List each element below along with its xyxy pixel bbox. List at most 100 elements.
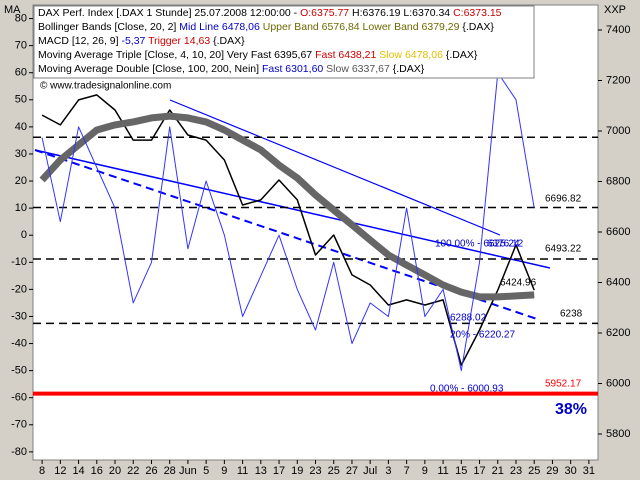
annotation: 20% - 6220.27: [450, 330, 515, 341]
x-tick-label: 15: [455, 465, 467, 477]
annotation: 6493.22: [545, 244, 582, 255]
x-tick-label: 26: [145, 465, 157, 477]
legend-text: Slow 6478,06: [376, 49, 443, 61]
y2-tick-label: -80: [11, 446, 27, 458]
annotation: 6288.02: [450, 313, 487, 324]
y-tick-label: 7400: [606, 24, 630, 36]
x-tick-label: 17: [473, 465, 485, 477]
trendline: [34, 149, 551, 269]
legend-text: {.DAX}: [443, 49, 478, 61]
y2-tick-label: -70: [11, 419, 27, 431]
legend: DAX Perf. Index [.DAX 1 Stunde] 25.07.20…: [33, 5, 535, 79]
x-tick-label: 9: [221, 465, 227, 477]
y-tick-label: 6400: [606, 276, 630, 288]
x-tick-label: 13: [255, 465, 267, 477]
y-tick-label: 7000: [606, 125, 630, 137]
legend-entry: MACD [12, 26, 9] -5,37 Trigger 14,63 {.D…: [38, 35, 245, 47]
y-tick-label: 6200: [606, 327, 630, 339]
right-axis-label: XXP: [604, 4, 626, 16]
x-tick-label: 14: [72, 465, 84, 477]
legend-text: Fast 6438,21: [315, 49, 376, 61]
x-tick-label: 21: [492, 465, 504, 477]
x-tick-label: 11: [437, 465, 448, 477]
y2-tick-label: 10: [15, 202, 27, 214]
trendline: [169, 99, 501, 236]
annotation: 6238: [560, 309, 583, 320]
x-tick-label: 31: [583, 465, 595, 477]
legend-text: Trigger 14,63: [145, 35, 210, 47]
y-tick-label: 6600: [606, 226, 630, 238]
y2-tick-label: 30: [15, 148, 27, 160]
x-tick-label: 29: [546, 465, 558, 477]
x-tick-label: 20: [109, 465, 121, 477]
legend-entry: DAX Perf. Index [.DAX 1 Stunde] 25.07.20…: [38, 7, 502, 19]
legend-text: Slow 6337,67: [323, 63, 390, 75]
legend-text: Moving Average Triple [Close, 4, 10, 20]…: [38, 49, 315, 61]
watermark: © www.tradesignalonline.com: [40, 81, 171, 92]
y-tick-label: 7200: [606, 74, 630, 86]
series-line: [41, 72, 535, 372]
y2-tick-label: 40: [15, 121, 27, 133]
legend-text: {.DAX}: [210, 35, 245, 47]
x-tick-label: 22: [127, 465, 139, 477]
legend-box: [33, 5, 535, 79]
legend-text: Mid Line 6478,06: [179, 21, 260, 33]
x-tick-label: Jun: [179, 465, 197, 477]
y2-tick-label: -40: [11, 337, 27, 349]
x-tick-label: 19: [291, 465, 303, 477]
x-tick-label: 17: [273, 465, 285, 477]
x-tick-label: 25: [528, 465, 540, 477]
series-line: [39, 112, 535, 301]
x-tick-label: 30: [565, 465, 577, 477]
legend-text: Bollinger Bands [Close, 20, 2]: [38, 21, 179, 33]
x-tick-label: 7: [404, 465, 410, 477]
x-tick-label: 23: [309, 465, 321, 477]
legend-text: Moving Average Double [Close, 100, 200, …: [38, 63, 262, 75]
x-tick-label: 12: [54, 465, 66, 477]
x-tick-label: 16: [91, 465, 103, 477]
y2-tick-label: 60: [15, 67, 27, 79]
y2-tick-label: -50: [11, 365, 27, 377]
legend-text: {.DAX}: [390, 63, 425, 75]
x-tick-label: 8: [39, 465, 45, 477]
y2-tick-label: -10: [11, 256, 27, 268]
y-tick-label: 6800: [606, 175, 630, 187]
x-tick-label: 25: [328, 465, 340, 477]
legend-text: O:6375.77: [300, 7, 349, 19]
legend-text: DAX Perf. Index [.DAX 1 Stunde] 25.07.20…: [38, 7, 300, 19]
y2-tick-label: 70: [15, 40, 27, 52]
y-tick-label: 5800: [606, 428, 630, 440]
legend-text: Fast 6301,60: [262, 63, 323, 75]
x-tick-label: Jul: [363, 465, 377, 477]
x-tick-label: 9: [422, 465, 428, 477]
annotation: 0.00% - 6000.93: [430, 384, 504, 395]
y2-tick-label: -60: [11, 392, 27, 404]
annotation: 6376.12: [487, 239, 524, 250]
y2-tick-label: 80: [15, 12, 27, 24]
y2-tick-label: -30: [11, 310, 27, 322]
x-tick-label: 27: [346, 465, 358, 477]
legend-entry: Moving Average Triple [Close, 4, 10, 20]…: [38, 49, 478, 61]
legend-entry: Moving Average Double [Close, 100, 200, …: [38, 63, 425, 75]
y2-tick-label: -20: [11, 283, 27, 295]
annotation: 6424.96: [500, 278, 537, 289]
x-tick-label: 3: [385, 465, 391, 477]
annotation: 100.00% - 6625.24: [435, 239, 520, 250]
left-axis-label: MA: [4, 4, 21, 16]
x-tick-label: 23: [510, 465, 522, 477]
legend-text: {.DAX}: [459, 21, 494, 33]
legend-text: Upper Band 6576,84 Lower Band 6379,29: [260, 21, 460, 33]
y2-tick-label: 50: [15, 94, 27, 106]
y-tick-label: 6000: [606, 377, 630, 389]
legend-text: MACD [12, 26, 9]: [38, 35, 121, 47]
x-tick-label: 5: [203, 465, 209, 477]
annotation: 5952.17: [545, 379, 582, 390]
legend-text: C:6373.15: [453, 7, 502, 19]
y2-tick-label: 20: [15, 175, 27, 187]
annotation: 6696.82: [545, 194, 582, 205]
x-tick-label: 11: [237, 465, 248, 477]
legend-text: -5,37: [121, 35, 145, 47]
y2-tick-label: 0: [21, 229, 27, 241]
x-tick-label: 28: [164, 465, 176, 477]
